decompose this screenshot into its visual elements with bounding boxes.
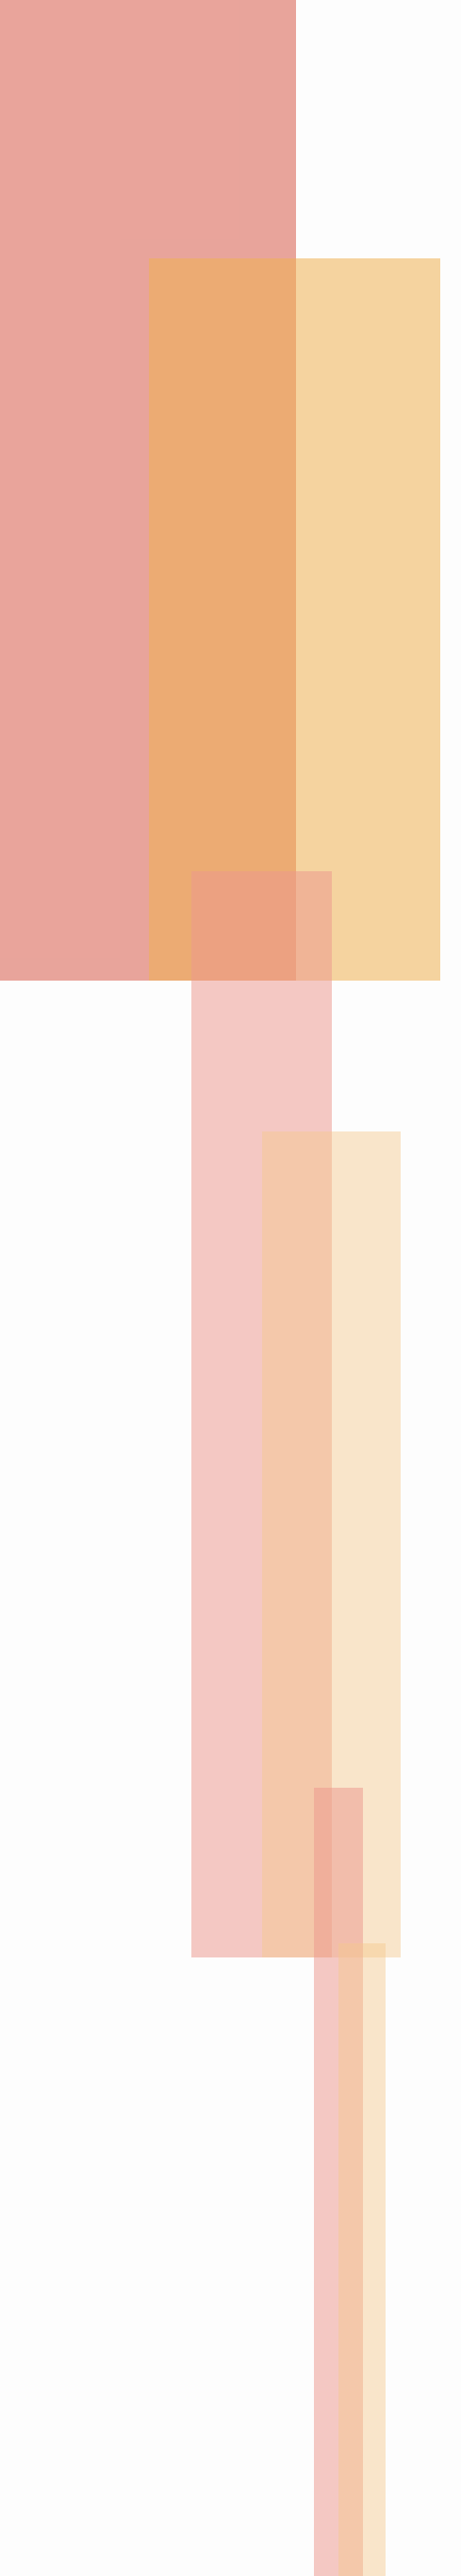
large-orange-block — [149, 258, 440, 981]
narrow-pink-block — [314, 1788, 363, 2576]
medium-pink-block — [191, 871, 332, 1957]
narrow-peach-block — [338, 1943, 386, 2576]
